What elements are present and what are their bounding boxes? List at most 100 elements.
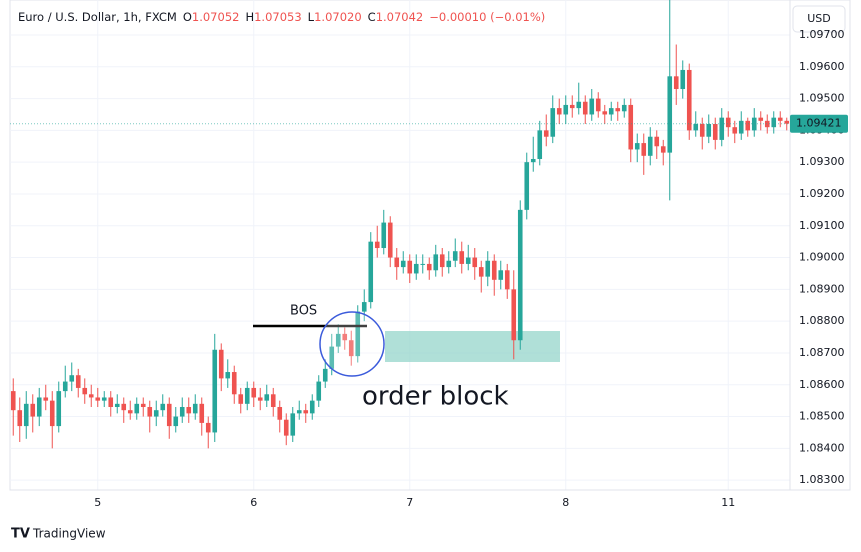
candle-body [160,403,166,411]
candle-body [647,136,653,156]
y-tick-label: 1.09700 [799,28,845,41]
candle-body [88,394,94,398]
candle-body [693,124,699,131]
candle-body [147,407,153,417]
candle-body [101,397,107,401]
candle-body [394,257,400,268]
candle-body [264,394,270,401]
candle-body [95,397,101,401]
y-tick-label: 1.08300 [799,473,845,486]
candle-body [36,397,42,417]
candle-body [745,120,751,131]
candle-body [166,403,172,427]
y-tick-label: 1.09500 [799,92,845,105]
order-block-label: order block [362,382,509,412]
field-value: 1.07053 [254,10,302,24]
candle-body [771,117,777,128]
candle-body [17,410,23,427]
candle-body [30,403,36,417]
candle-body [667,76,673,153]
candle-body [329,346,335,369]
candle-body [407,260,413,274]
candle-body [439,254,445,268]
y-tick-label: 1.08800 [799,314,845,327]
y-tick-label: 1.09200 [799,187,845,200]
candle-body [634,143,640,150]
candle-body [413,263,419,274]
candle-body [127,410,133,414]
candle-body [121,403,127,411]
candle-body [621,104,627,112]
y-tick-label: 1.08500 [799,410,845,423]
candle-body [498,270,504,280]
y-tick-label: 1.09600 [799,60,845,73]
candle-body [231,372,237,395]
candle-body [296,410,302,414]
candle-body [784,120,790,124]
candle-body [686,69,692,131]
candle-body [732,127,738,134]
candle-body [212,349,218,433]
y-tick-label: 1.09100 [799,219,845,232]
candle-body [517,209,523,341]
candle-body [108,397,114,408]
candle-body [615,108,621,112]
candle-body [192,403,198,414]
candle-body [459,251,465,264]
candle-body [387,222,393,258]
candle-body [205,422,211,433]
candle-body [316,381,322,401]
candle-body [537,130,543,159]
candle-body [309,400,315,414]
candle-body [582,101,588,115]
candle-body [654,136,660,147]
candle-body [420,263,426,265]
header: Euro / U.S. Dollar, 1h, FXCM O1.07052 H1.0… [18,10,545,24]
y-tick-label: 1.09300 [799,155,845,168]
candle-body [680,69,686,90]
last-price-label: 1.09421 [796,117,842,130]
candle-body [452,251,458,261]
symbol: Euro / U.S. Dollar, 1h, FXCM [18,10,177,24]
currency[interactable]: USD [807,12,831,25]
candle-body [628,104,634,150]
order-block-zone [385,331,560,362]
candle-body [186,407,192,414]
candle-body [56,391,62,427]
candle-body [173,416,179,427]
candle-body [660,146,666,153]
candle-body [699,124,705,137]
candle-body [725,117,731,128]
candle-body [355,311,361,357]
candle-body [335,333,341,347]
candle-body [777,117,783,121]
header-text: Euro / U.S. Dollar, 1h, FXCM O1.07052 H1.0… [18,10,545,24]
field-key: H [245,10,254,24]
candle-body [348,340,354,357]
candle-body [270,394,276,408]
currency-button[interactable] [792,5,846,33]
candle-body [446,260,452,268]
candle-body [758,117,764,121]
candle-body [134,403,140,414]
y-tick-label: 1.08700 [799,346,845,359]
candle-body [277,407,283,420]
x-tick-label: 5 [94,496,101,509]
field-key: C [368,10,376,24]
candle-body [543,130,549,137]
candle-body [62,381,68,392]
candle-body [595,98,601,112]
candle-body [374,241,380,249]
field-value: 1.07052 [192,10,240,24]
last-price-box [790,114,848,133]
candle-body [153,410,159,417]
candle-body [238,394,244,404]
candle-body [673,76,679,90]
candle-body [478,267,484,277]
candle-body [472,257,478,268]
candle-body [706,124,712,137]
candle-body [114,403,120,408]
candle-body [179,407,185,417]
candle-body [342,333,348,341]
